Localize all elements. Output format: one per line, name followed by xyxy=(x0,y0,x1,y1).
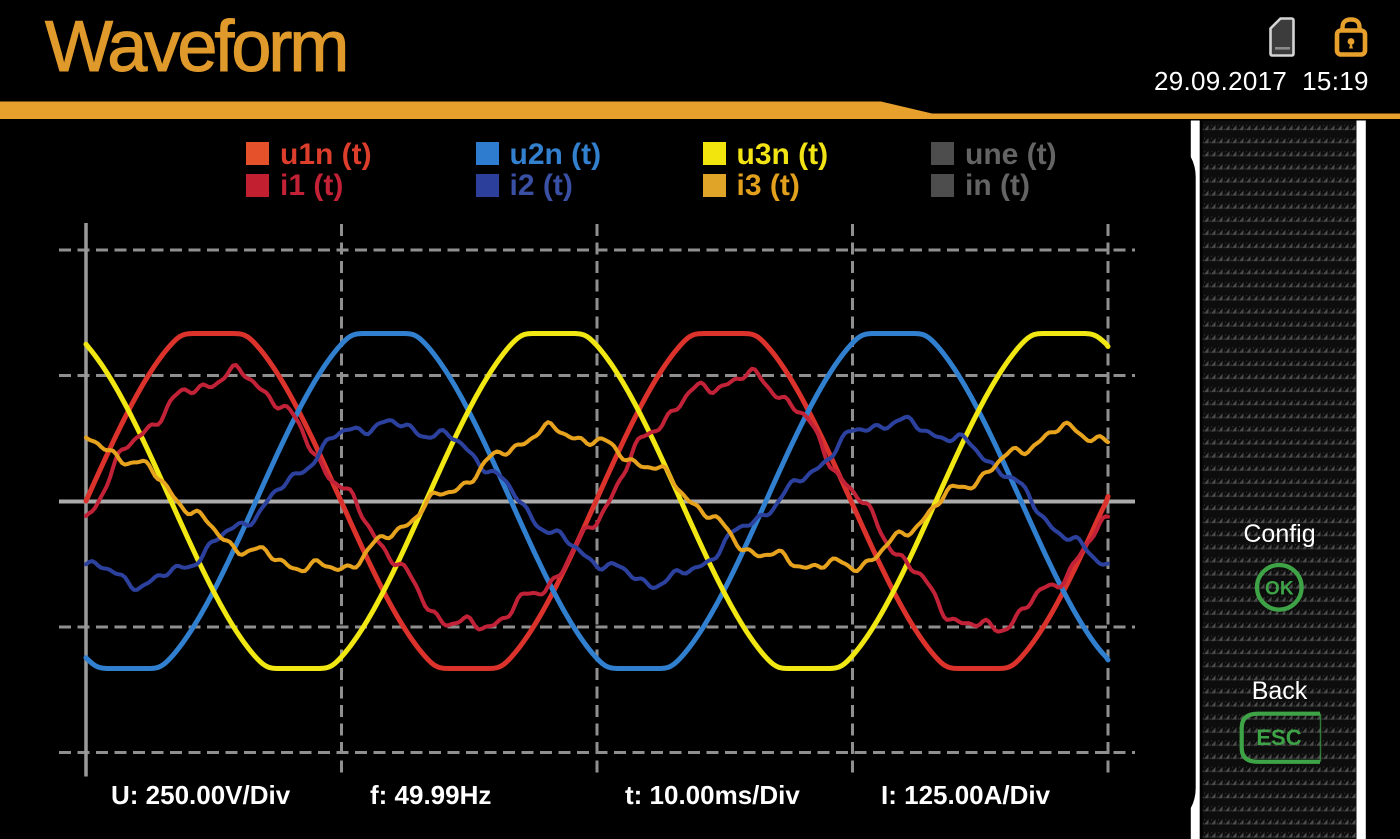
svg-text:ESC: ESC xyxy=(1256,725,1301,750)
svg-text:OK: OK xyxy=(1265,579,1294,600)
